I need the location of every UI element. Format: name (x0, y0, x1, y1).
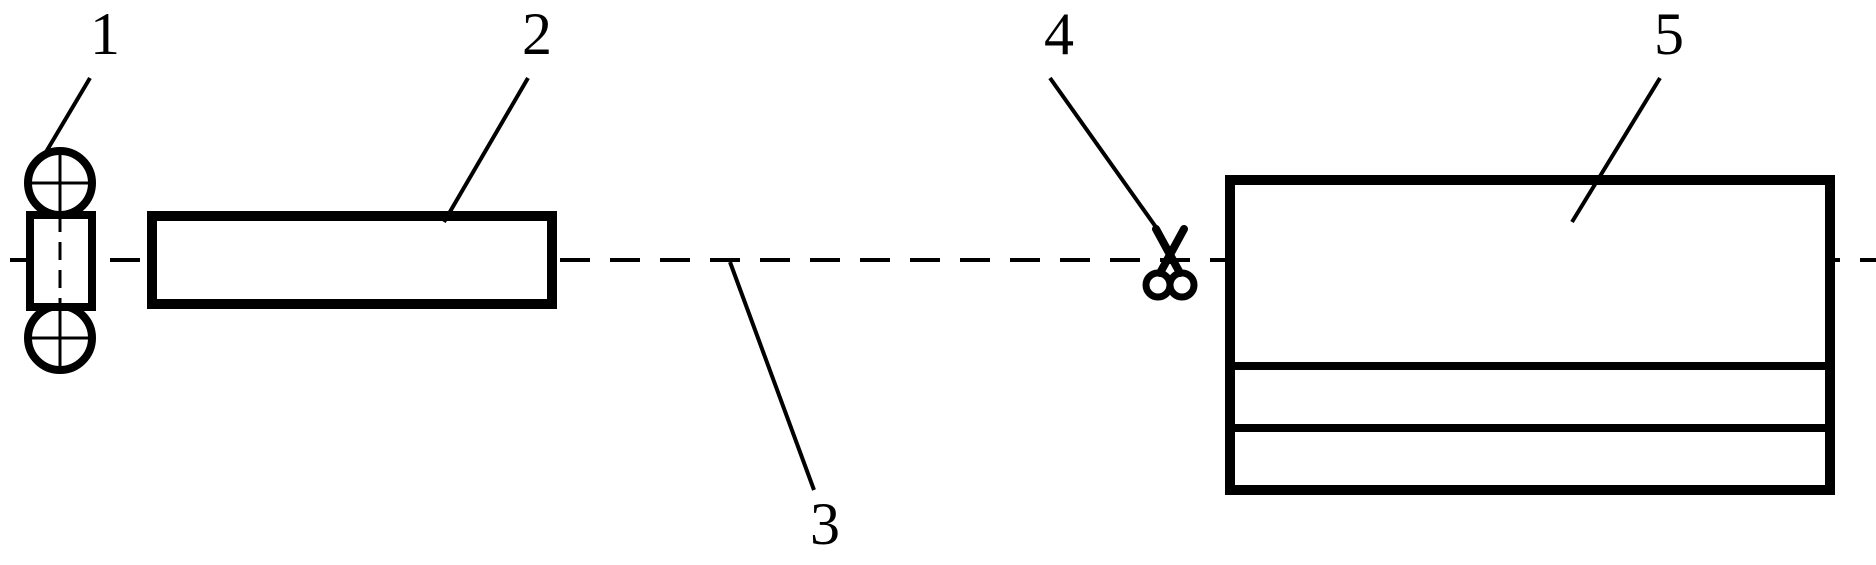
leader-2 (444, 78, 528, 222)
component-5 (1230, 180, 1830, 490)
label-3: 3 (810, 490, 840, 559)
scissors-icon (1146, 229, 1194, 297)
component-2 (152, 216, 552, 304)
label-2: 2 (522, 0, 552, 69)
leader-1 (46, 78, 90, 152)
leader-3 (730, 262, 814, 490)
label-1: 1 (90, 0, 120, 69)
label-4: 4 (1044, 0, 1074, 69)
leader-4 (1050, 78, 1158, 230)
label-5: 5 (1654, 0, 1684, 69)
schematic-diagram (0, 0, 1876, 565)
component-1 (26, 149, 94, 372)
